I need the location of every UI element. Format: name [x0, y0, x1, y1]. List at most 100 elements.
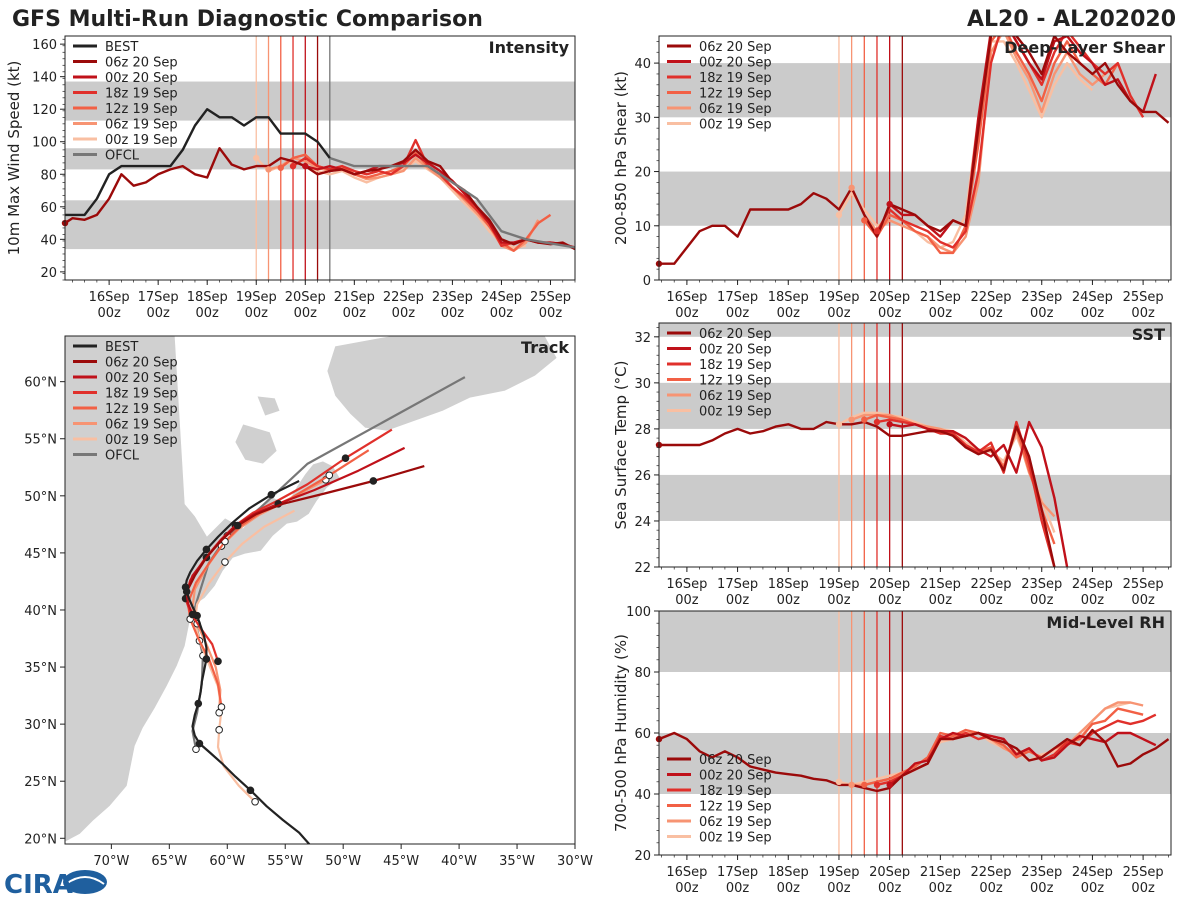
shear-legend-label-00z-19-sep: 00z 19 Sep: [699, 118, 772, 133]
sst-ytick-label: 24: [634, 515, 651, 530]
shear-init-point-06z-19-sep: [848, 184, 855, 192]
track-point-12z-19-sep: [325, 471, 334, 480]
intensity-series-06z-20-sep: [65, 146, 575, 251]
intensity-ytick-label: 100: [32, 136, 57, 151]
intensity-legend-label-18z-19-sep: 18z 19 Sep: [105, 87, 178, 102]
rh-init-point-06z-19-sep: [848, 781, 855, 789]
sst-xtick-label-hour: 00z: [1081, 593, 1105, 608]
track-ytick-label: 35°N: [24, 661, 57, 676]
cira-logo-swoosh-icon: [65, 876, 105, 885]
intensity-legend-label-06z-19-sep: 06z 19 Sep: [105, 118, 178, 133]
track-point-best: [194, 699, 203, 708]
storm-id: AL20 - AL202020: [967, 7, 1176, 32]
cira-logo-text: CIRA: [4, 870, 73, 900]
rh-xtick-label-hour: 00z: [777, 881, 801, 896]
intensity-xtick-label-hour: 00z: [294, 306, 318, 321]
track-ytick-label: 45°N: [24, 547, 57, 562]
sst-init-point-06z-19-sep: [848, 416, 855, 423]
shear-ylabel: 200-850 hPa Shear (kt): [612, 71, 630, 245]
track-ytick-label: 30°N: [24, 718, 57, 733]
track-point-best: [246, 786, 255, 795]
rh-init-point-00z-20-sep: [886, 781, 893, 789]
shear-xtick-label: 25Sep: [1123, 290, 1164, 305]
rh-xtick-label: 17Sep: [717, 865, 758, 880]
intensity-title: Intensity: [489, 38, 570, 57]
track-point-00z-19-sep: [215, 726, 223, 734]
shear-xtick-label: 17Sep: [717, 290, 758, 305]
sst-ytick-label: 32: [634, 331, 651, 346]
rh-xtick-label-hour: 00z: [929, 881, 953, 896]
rh-xtick-label-hour: 00z: [1030, 881, 1054, 896]
rh-legend-label-12z-19-sep: 12z 19 Sep: [699, 800, 772, 815]
rh-ytick-label: 60: [634, 727, 651, 742]
intensity-ytick-label: 20: [40, 266, 57, 281]
intensity-series-ofcl: [329, 156, 575, 249]
sst-panel: 22242628303216Sep00z17Sep00z18Sep00z19Se…: [612, 322, 1172, 608]
track-ytick-label: 50°N: [24, 490, 57, 505]
sst-xtick-label-hour: 00z: [726, 593, 750, 608]
track-panel: 20°N 25°N 30°N 35°N 40°N 45°N 50°N 55°N 60°N 70°W…: [24, 335, 593, 869]
rh-xtick-label-hour: 00z: [1081, 881, 1105, 896]
intensity-ytick-label: 40: [40, 233, 57, 248]
shear-init-point-00z-19-sep: [835, 211, 843, 219]
sst-xtick-label-hour: 00z: [1030, 593, 1054, 608]
track-point-06z-20-sep: [233, 521, 242, 530]
shear-series-06z-19-sep: [850, 36, 1106, 255]
shear-xtick-label-hour: 00z: [1131, 306, 1155, 321]
intensity-ylabel: 10m Max Wind Speed (kt): [5, 61, 23, 256]
track-xtick-label: 60°W: [209, 854, 245, 869]
sst-xtick-label: 21Sep: [920, 577, 961, 592]
track-xtick-label: 65°W: [151, 854, 187, 869]
intensity-xtick-label: 17Sep: [138, 290, 179, 305]
intensity-ytick-label: 120: [32, 103, 57, 118]
shear-series-00z-20-sep: [888, 36, 1157, 238]
sst-band-0: [659, 474, 1171, 521]
intensity-legend-label-ofcl: OFCL: [105, 149, 140, 164]
rh-xtick-label: 19Sep: [818, 865, 859, 880]
rh-xtick-label-hour: 00z: [979, 881, 1003, 896]
track-point-best: [267, 490, 276, 499]
shear-xtick-label: 24Sep: [1072, 290, 1113, 305]
land-shape-1: [326, 336, 558, 432]
sst-ylabel: Sea Surface Temp (°C): [612, 360, 630, 529]
track-point-best: [202, 655, 211, 663]
intensity-panel: 2040608010012014016016Sep00z17Sep00z18Se…: [5, 35, 576, 321]
shear-band-1: [659, 63, 1171, 118]
track-xtick-label: 40°W: [441, 854, 477, 869]
intensity-xtick-label-hour: 00z: [490, 306, 514, 321]
track-xtick-label: 55°W: [267, 854, 303, 869]
intensity-legend-label-00z-19-sep: 00z 19 Sep: [105, 133, 178, 148]
sst-init-point-00z-19-sep: [835, 421, 843, 428]
sst-ytick-label: 28: [634, 423, 651, 438]
track-ytick-label: 40°N: [24, 604, 57, 619]
track-xtick-label: 30°W: [557, 854, 593, 869]
intensity-xtick-label: 18Sep: [187, 290, 228, 305]
rh-xtick-label-hour: 00z: [675, 881, 699, 896]
track-point-18z-19-sep: [341, 454, 350, 462]
sst-xtick-label-hour: 00z: [1131, 593, 1155, 608]
shear-plot-area: [659, 36, 1171, 280]
intensity-xtick-label: 20Sep: [285, 290, 326, 305]
sst-xtick-label-hour: 00z: [777, 593, 801, 608]
intensity-xtick-label-hour: 00z: [245, 306, 269, 321]
intensity-series-best: [65, 107, 331, 217]
shear-xtick-label: 18Sep: [768, 290, 809, 305]
track-point-12z-19-sep: [217, 703, 226, 711]
rh-xtick-label: 24Sep: [1072, 865, 1113, 880]
track-series-ofcl: [191, 376, 466, 750]
track-legend-label-06z-19-sep: 06z 19 Sep: [105, 418, 178, 433]
sst-xtick-label: 19Sep: [818, 577, 859, 592]
land-shape-3: [256, 395, 281, 417]
sst-ytick-label: 30: [634, 377, 651, 392]
intensity-xtick-label-hour: 00z: [97, 306, 121, 321]
sst-xtick-label-hour: 00z: [878, 593, 902, 608]
cira-logo-globe-icon: [63, 870, 107, 894]
intensity-ytick-label: 140: [32, 71, 57, 86]
land-shape-2: [234, 423, 278, 465]
shear-xtick-label: 20Sep: [869, 290, 910, 305]
rh-legend-label-06z-20-sep: 06z 20 Sep: [699, 753, 772, 768]
sst-legend-label-06z-20-sep: 06z 20 Sep: [699, 327, 772, 342]
shear-panel: 01020304016Sep00z17Sep00z18Sep00z19Sep00…: [612, 35, 1172, 321]
track-point-00z-19-sep: [221, 558, 229, 566]
rh-xtick-label: 20Sep: [869, 865, 910, 880]
